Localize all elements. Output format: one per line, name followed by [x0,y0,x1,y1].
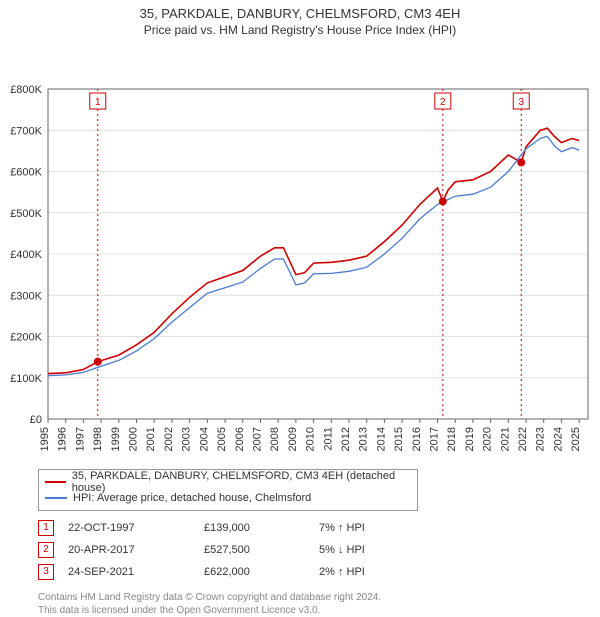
x-tick-label: 2010 [305,427,317,451]
chart: £0 £100K £200K £300K £400K £500K £600K £700K £80… [0,41,600,463]
event-marker [94,358,102,366]
event-suffix: HPI [347,544,365,556]
x-tick-label: 2002 [163,427,175,451]
x-tick-label: 2017 [429,427,441,451]
y-tick-label: £600K [10,167,42,179]
event-marker [439,197,447,205]
y-tick-label: £100K [10,373,42,385]
footer: Contains HM Land Registry data © Crown c… [38,591,600,617]
x-tick-label: 2020 [482,427,494,451]
chart-svg: £0 £100K £200K £300K £400K £500K £600K £700K £80… [0,41,600,463]
x-tick-label: 2024 [552,427,564,451]
y-tick-label: £200K [10,332,42,344]
title-line-2: Price paid vs. HM Land Registry's House … [0,21,600,41]
x-tick-label: 1996 [57,427,69,451]
event-date: 20-APR-2017 [54,539,204,561]
x-tick-label: 2001 [145,427,157,451]
x-tick-label: 2004 [198,427,210,451]
event-badge: 2 [38,542,54,558]
event-row: 122-OCT-1997£139,0007% ↑ HPI [38,517,399,539]
svg-text:1: 1 [95,97,101,108]
event-price: £527,500 [204,539,319,561]
svg-text:2: 2 [440,97,446,108]
title-line-1: 35, PARKDALE, DANBURY, CHELMSFORD, CM3 4… [0,0,600,21]
x-tick-label: 2018 [446,427,458,451]
x-tick-label: 2003 [181,427,193,451]
legend-label: HPI: Average price, detached house, Chel… [73,492,311,504]
svg-text:3: 3 [518,97,524,108]
y-tick-label: £800K [10,84,42,96]
legend-swatch [45,497,67,499]
x-tick-label: 2008 [269,427,281,451]
y-tick-label: £500K [10,208,42,220]
event-row: 324-SEP-2021£622,0002% ↑ HPI [38,561,399,583]
event-date: 22-OCT-1997 [54,517,204,539]
arrow-up-icon: ↑ [338,522,344,534]
y-tick-label: £400K [10,249,42,261]
events-table: 122-OCT-1997£139,0007% ↑ HPI220-APR-2017… [38,517,600,583]
x-tick-label: 2016 [411,427,423,451]
y-tick-label: £300K [10,290,42,302]
x-tick-label: 1999 [110,427,122,451]
arrow-down-icon: ↓ [338,544,344,556]
event-pct: 7% [319,522,335,534]
x-tick-label: 2013 [358,427,370,451]
legend-label: 35, PARKDALE, DANBURY, CHELMSFORD, CM3 4… [72,470,411,494]
event-row: 220-APR-2017£527,5005% ↓ HPI [38,539,399,561]
event-date: 24-SEP-2021 [54,561,204,583]
x-tick-label: 2005 [216,427,228,451]
x-tick-label: 2014 [375,427,387,451]
x-tick-label: 1998 [92,427,104,451]
x-tick-label: 2012 [340,427,352,451]
y-tick-label: £0 [30,414,42,426]
x-tick-label: 2007 [251,427,263,451]
event-pct: 2% [319,566,335,578]
x-tick-label: 2009 [287,427,299,451]
x-tick-label: 2000 [128,427,140,451]
arrow-up-icon: ↑ [338,566,344,578]
x-tick-label: 1997 [74,427,86,451]
x-tick-label: 2023 [535,427,547,451]
x-tick-label: 2006 [234,427,246,451]
event-pct: 5% [319,544,335,556]
legend-row: 35, PARKDALE, DANBURY, CHELMSFORD, CM3 4… [45,474,411,490]
x-tick-label: 2015 [393,427,405,451]
y-tick-label: £700K [10,125,42,137]
event-badge: 3 [38,564,54,580]
x-tick-label: 2025 [570,427,582,451]
event-badge: 1 [38,520,54,536]
x-tick-label: 2022 [517,427,529,451]
event-marker [517,158,525,166]
x-tick-label: 2011 [322,427,334,451]
event-suffix: HPI [347,522,365,534]
footer-line-1: Contains HM Land Registry data © Crown c… [38,591,600,604]
x-tick-label: 2019 [464,427,476,451]
legend: 35, PARKDALE, DANBURY, CHELMSFORD, CM3 4… [38,469,418,511]
event-price: £622,000 [204,561,319,583]
x-tick-label: 2021 [499,427,511,451]
event-price: £139,000 [204,517,319,539]
event-suffix: HPI [347,566,365,578]
legend-swatch [45,481,66,483]
footer-line-2: This data is licensed under the Open Gov… [38,604,600,617]
x-tick-label: 1995 [39,427,51,451]
